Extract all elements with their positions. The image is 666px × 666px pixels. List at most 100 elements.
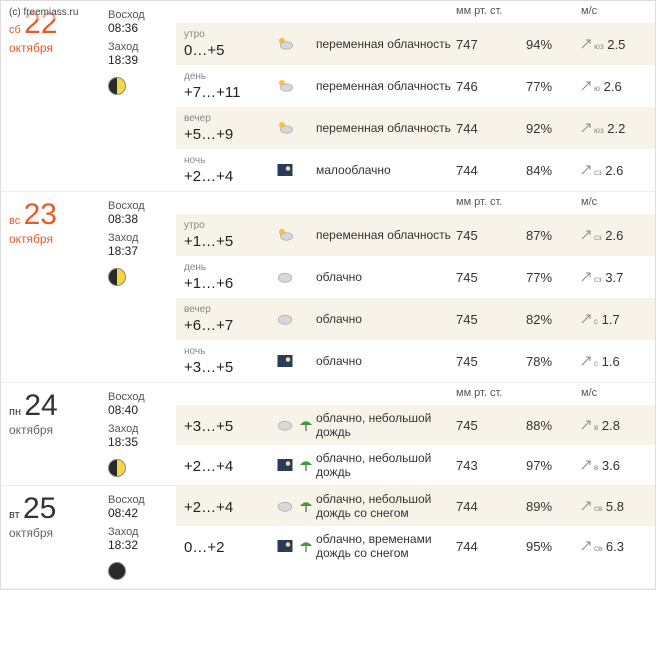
sunrise-label: Восход <box>108 200 174 212</box>
sun-column: Восход 08:36 Заход 18:39 <box>106 1 176 191</box>
sunset-label: Заход <box>108 232 174 244</box>
sunset-label: Заход <box>108 526 174 538</box>
forecast-row: +2…+4 облачно, небольшой дождь со снегом… <box>176 486 655 526</box>
moon-phase-icon <box>108 459 126 477</box>
temperature: +3…+5 <box>184 418 233 435</box>
wind-value: сз 2.6 <box>581 163 641 178</box>
temp-cell: день +1…+6 <box>176 262 276 292</box>
humidity-value: 95% <box>526 539 581 554</box>
sun-column: Восход 08:38 Заход 18:37 <box>106 192 176 382</box>
month-label: октября <box>9 526 102 540</box>
pressure-value: 744 <box>456 499 526 514</box>
daypart-label: день <box>184 71 276 82</box>
humidity-value: 77% <box>526 270 581 285</box>
pressure-value: 745 <box>456 228 526 243</box>
units-header: мм рт. ст. м/с <box>176 1 655 23</box>
weather-icon <box>276 268 316 286</box>
forecast-row: вечер +5…+9 переменная облачность 744 92… <box>176 107 655 149</box>
humidity-value: 78% <box>526 354 581 369</box>
weather-description: облачно, небольшой дождь со снегом <box>316 492 456 520</box>
forecast-column: +2…+4 облачно, небольшой дождь со снегом… <box>176 486 655 588</box>
month-label: октября <box>9 41 102 55</box>
moon-phase-icon <box>108 562 126 580</box>
forecast-row: ночь +2…+4 малооблачно 744 84% сз 2.6 <box>176 149 655 191</box>
day-of-week: вс <box>9 215 20 227</box>
date-column: вт 25 октября <box>1 486 106 588</box>
day-of-week: сб <box>9 24 21 36</box>
weather-icon <box>276 226 316 244</box>
forecast-row: ночь +3…+5 облачно 745 78% с 1.6 <box>176 340 655 382</box>
month-label: октября <box>9 423 102 437</box>
sunrise-time: 08:42 <box>108 506 174 520</box>
pressure-value: 747 <box>456 37 526 52</box>
pressure-value: 745 <box>456 354 526 369</box>
wind-value: ю 2.6 <box>581 79 641 94</box>
date-column: сб 22 октября <box>1 1 106 191</box>
temp-cell: +3…+5 <box>176 416 276 435</box>
forecast-column: мм рт. ст. м/с +3…+5 облачно, небольшой … <box>176 383 655 485</box>
weather-description: переменная облачность <box>316 79 456 93</box>
weather-icon <box>276 416 316 434</box>
humidity-value: 84% <box>526 163 581 178</box>
sunset-time: 18:32 <box>108 538 174 552</box>
humidity-value: 97% <box>526 458 581 473</box>
weather-icon <box>276 497 316 515</box>
day-of-week: пн <box>9 406 21 418</box>
temp-cell: вечер +6…+7 <box>176 304 276 334</box>
daypart-label: вечер <box>184 113 276 124</box>
weather-icon <box>276 77 316 95</box>
daypart-label: вечер <box>184 304 276 315</box>
weather-icon <box>276 537 316 555</box>
pressure-value: 746 <box>456 79 526 94</box>
sunset-time: 18:39 <box>108 53 174 67</box>
moon-phase-icon <box>108 268 126 286</box>
temp-cell: утро 0…+5 <box>176 29 276 59</box>
wind-value: с 1.7 <box>581 312 641 327</box>
weather-description: переменная облачность <box>316 37 456 51</box>
wind-value: сз 2.6 <box>581 228 641 243</box>
temperature: +2…+4 <box>184 168 233 185</box>
date-column: пн 24 октября <box>1 383 106 485</box>
date-column: вс 23 октября <box>1 192 106 382</box>
day-of-week: вт <box>9 509 20 521</box>
wind-value: сз 3.7 <box>581 270 641 285</box>
weather-icon <box>276 352 316 370</box>
weather-description: облачно, небольшой дождь <box>316 451 456 479</box>
watermark: (c) freemiass.ru <box>6 6 81 19</box>
day-block: вс 23 октября Восход 08:38 Заход 18:37 м… <box>1 192 655 383</box>
pressure-value: 743 <box>456 458 526 473</box>
forecast-column: мм рт. ст. м/с утро 0…+5 переменная обла… <box>176 1 655 191</box>
forecast-row: 0…+2 облачно, временами дождь со снегом … <box>176 526 655 566</box>
forecast-row: +2…+4 облачно, небольшой дождь 743 97% в… <box>176 445 655 485</box>
temperature: 0…+2 <box>184 539 224 556</box>
temperature: +7…+11 <box>184 84 240 101</box>
forecast-row: день +7…+11 переменная облачность 746 77… <box>176 65 655 107</box>
humidity-value: 88% <box>526 418 581 433</box>
humidity-value: 87% <box>526 228 581 243</box>
weather-description: облачно, временами дождь со снегом <box>316 532 456 560</box>
forecast-column: мм рт. ст. м/с утро +1…+5 переменная обл… <box>176 192 655 382</box>
daypart-label: утро <box>184 29 276 40</box>
day-number: 23 <box>24 200 57 230</box>
weather-description: облачно <box>316 354 456 368</box>
sun-column: Восход 08:42 Заход 18:32 <box>106 486 176 588</box>
wind-value: юз 2.5 <box>581 37 641 52</box>
wind-value: св 5.8 <box>581 499 641 514</box>
humidity-value: 94% <box>526 37 581 52</box>
daypart-label: ночь <box>184 155 276 166</box>
pressure-value: 745 <box>456 270 526 285</box>
pressure-value: 744 <box>456 121 526 136</box>
day-number: 24 <box>24 391 57 421</box>
temp-cell: вечер +5…+9 <box>176 113 276 143</box>
weather-description: облачно <box>316 270 456 284</box>
forecast-container: сб 22 октября Восход 08:36 Заход 18:39 м… <box>0 0 656 590</box>
forecast-row: утро +1…+5 переменная облачность 745 87%… <box>176 214 655 256</box>
humidity-value: 82% <box>526 312 581 327</box>
humidity-value: 92% <box>526 121 581 136</box>
humidity-value: 89% <box>526 499 581 514</box>
pressure-value: 745 <box>456 418 526 433</box>
pressure-unit: мм рт. ст. <box>456 196 526 208</box>
temperature: +6…+7 <box>184 317 233 334</box>
temperature: +3…+5 <box>184 359 233 376</box>
sunrise-time: 08:40 <box>108 403 174 417</box>
